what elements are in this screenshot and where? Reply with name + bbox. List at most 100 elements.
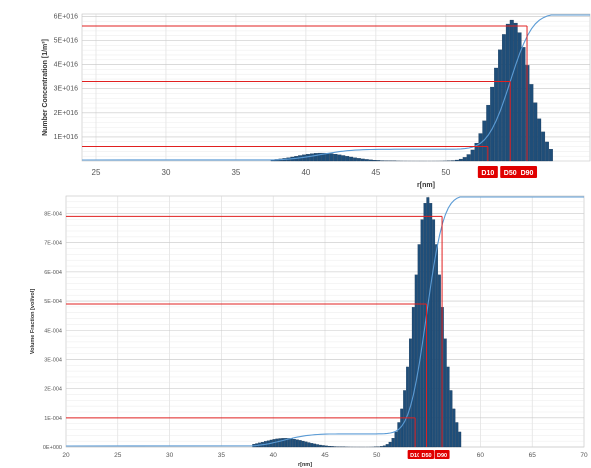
- y-tick-label: 3E+016: [54, 86, 78, 93]
- histogram-bar: [455, 422, 459, 448]
- histogram-bar: [281, 438, 285, 448]
- histogram-bar: [313, 443, 317, 448]
- histogram-bar: [337, 154, 342, 162]
- histogram-bar: [385, 444, 389, 448]
- histogram-bar: [310, 443, 314, 448]
- x-tick-label: 50: [373, 452, 381, 459]
- marker-label: D50: [504, 170, 517, 177]
- y-axis-label: Volume Fraction [vol/vol]: [30, 289, 36, 354]
- x-axis-label: r[nm]: [298, 462, 312, 468]
- histogram-bar: [379, 446, 383, 448]
- marker-badge: [477, 166, 498, 178]
- histogram-bar: [420, 219, 424, 448]
- histogram-bar: [414, 274, 418, 448]
- histogram-bar: [466, 154, 471, 162]
- histogram-bar: [474, 142, 479, 162]
- histogram-bar: [330, 446, 334, 448]
- x-tick-label: 40: [301, 168, 310, 177]
- histogram-bar: [458, 431, 462, 448]
- histogram-bar: [432, 219, 436, 448]
- histogram-bar: [494, 67, 499, 162]
- histogram-bar: [443, 338, 447, 448]
- histogram-bar: [545, 141, 549, 162]
- histogram-bar: [533, 102, 538, 162]
- y-tick-label: 2E-004: [44, 387, 62, 393]
- histogram-bar: [324, 445, 328, 448]
- histogram-bar: [417, 244, 421, 448]
- x-tick-label: 50: [441, 168, 450, 177]
- histogram-bar: [462, 157, 467, 162]
- marker-label: D10: [410, 453, 420, 459]
- histogram-bar: [372, 159, 377, 162]
- histogram-bar: [327, 445, 331, 448]
- histogram-bar: [429, 203, 433, 448]
- histogram-bar: [376, 160, 381, 162]
- histogram-bar: [541, 131, 546, 162]
- x-tick-label: 35: [231, 168, 240, 177]
- histogram-bar: [360, 158, 365, 162]
- histogram-bar: [309, 153, 314, 162]
- histogram-bar: [388, 441, 392, 448]
- marker-label: D90: [437, 453, 447, 459]
- x-tick-label: 25: [92, 168, 101, 177]
- histogram-bar: [411, 307, 415, 448]
- histogram-bar: [368, 159, 373, 162]
- x-axis-label: r[nm]: [417, 182, 435, 189]
- histogram-bar: [275, 438, 279, 448]
- histogram-bar: [295, 439, 299, 448]
- histogram-bar: [513, 22, 518, 162]
- histogram-bar: [317, 152, 322, 162]
- histogram-bar: [306, 154, 310, 162]
- x-tick-label: 45: [371, 168, 380, 177]
- y-tick-label: 6E-004: [44, 270, 62, 276]
- histogram-bar: [298, 440, 302, 448]
- histogram-bar: [290, 438, 293, 448]
- histogram-bar: [438, 274, 441, 448]
- y-tick-label: 7E-004: [44, 241, 62, 247]
- histogram-bar: [490, 86, 495, 162]
- y-tick-label: 3E-004: [44, 357, 62, 363]
- histogram-bar: [521, 47, 526, 162]
- marker-badge: [500, 166, 521, 178]
- histogram-bar: [349, 156, 354, 162]
- x-tick-label: 70: [580, 452, 588, 459]
- histogram-bar: [406, 366, 409, 448]
- histogram-bar: [321, 445, 325, 448]
- y-tick-label: 4E-004: [44, 328, 62, 334]
- histogram-bar: [382, 445, 386, 448]
- histogram-bar: [329, 153, 334, 162]
- cumulative-line: [65, 196, 584, 447]
- histogram-bar: [319, 444, 322, 448]
- x-tick-label: 25: [114, 452, 122, 459]
- histogram-bar: [537, 118, 542, 162]
- histogram-bar: [501, 34, 506, 162]
- histogram-bar: [364, 159, 369, 162]
- x-tick-label: 65: [529, 452, 537, 459]
- histogram-bar: [341, 155, 346, 162]
- histogram-bar: [292, 438, 296, 448]
- histogram-bar: [321, 152, 326, 162]
- marker-label: D10: [481, 170, 494, 177]
- histogram-bar: [408, 338, 412, 448]
- y-axis-label: Number Concentration [1/m³]: [42, 39, 49, 136]
- x-tick-label: 45: [321, 452, 329, 459]
- y-tick-label: 8E-004: [44, 212, 62, 218]
- histogram-bar: [313, 153, 318, 162]
- y-tick-label: 2E+016: [54, 110, 78, 117]
- x-tick-label: 40: [270, 452, 278, 459]
- histogram-bar: [333, 154, 338, 162]
- histogram-bar: [394, 431, 398, 448]
- y-tick-label: 1E+016: [54, 134, 78, 141]
- histogram-bar: [529, 84, 534, 162]
- histogram-bar: [435, 244, 438, 448]
- histogram-bar: [325, 153, 330, 162]
- marker-label: D90: [521, 170, 534, 177]
- x-tick-label: 35: [218, 452, 226, 459]
- y-tick-label: 5E-004: [44, 299, 62, 305]
- histogram-bar: [316, 444, 320, 448]
- y-tick-label: 4E+016: [54, 62, 78, 69]
- y-tick-label: 5E+016: [54, 38, 78, 45]
- histogram-bar: [400, 408, 404, 448]
- histogram-bar: [505, 23, 510, 162]
